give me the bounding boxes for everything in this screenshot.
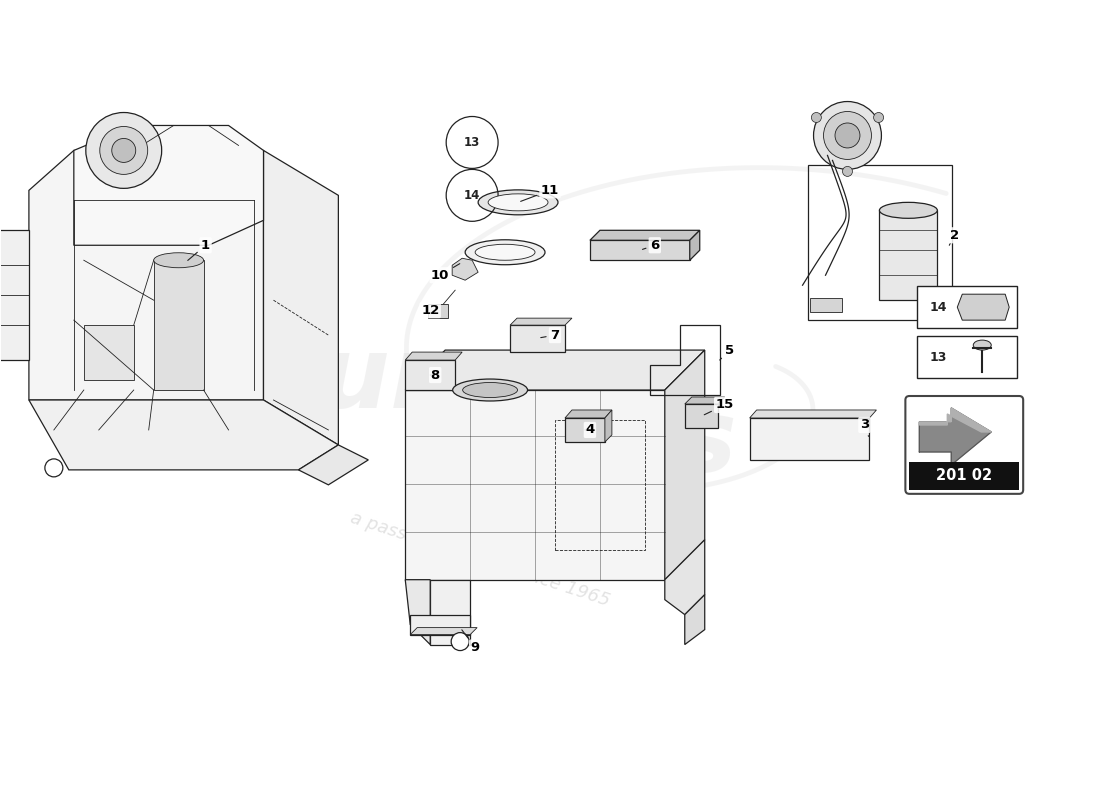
- Polygon shape: [405, 352, 462, 360]
- Polygon shape: [685, 404, 717, 428]
- Text: 12: 12: [421, 304, 439, 317]
- FancyBboxPatch shape: [910, 462, 1020, 490]
- Text: 9: 9: [462, 630, 480, 654]
- Polygon shape: [405, 390, 664, 580]
- Polygon shape: [750, 418, 869, 460]
- Polygon shape: [685, 594, 705, 645]
- Text: euro: euro: [252, 331, 509, 429]
- Circle shape: [112, 138, 135, 162]
- Ellipse shape: [465, 240, 544, 265]
- Polygon shape: [565, 410, 612, 418]
- Polygon shape: [590, 240, 690, 260]
- Text: 8: 8: [430, 369, 440, 382]
- Polygon shape: [154, 260, 204, 390]
- Ellipse shape: [463, 382, 518, 398]
- Polygon shape: [29, 150, 264, 400]
- Text: 11: 11: [520, 184, 559, 202]
- Ellipse shape: [824, 111, 871, 159]
- Ellipse shape: [974, 340, 991, 350]
- Polygon shape: [920, 408, 991, 432]
- Polygon shape: [410, 614, 470, 634]
- Polygon shape: [605, 410, 612, 442]
- Polygon shape: [405, 350, 705, 390]
- Circle shape: [451, 633, 469, 650]
- Circle shape: [45, 459, 63, 477]
- Polygon shape: [405, 580, 430, 645]
- Polygon shape: [428, 304, 448, 318]
- Ellipse shape: [835, 123, 860, 148]
- Polygon shape: [298, 445, 368, 485]
- Circle shape: [812, 113, 822, 122]
- Ellipse shape: [475, 244, 535, 260]
- Ellipse shape: [453, 379, 528, 401]
- Polygon shape: [590, 230, 700, 240]
- Ellipse shape: [488, 194, 548, 211]
- Text: 1: 1: [188, 238, 210, 261]
- Ellipse shape: [814, 102, 881, 170]
- Polygon shape: [957, 294, 1009, 320]
- Polygon shape: [917, 336, 1018, 378]
- Text: 14: 14: [930, 301, 947, 314]
- Ellipse shape: [478, 190, 558, 215]
- Polygon shape: [879, 210, 937, 300]
- Text: 3: 3: [860, 418, 869, 436]
- Text: parts: parts: [442, 397, 738, 494]
- Polygon shape: [690, 230, 700, 260]
- Text: 4: 4: [585, 423, 595, 437]
- FancyBboxPatch shape: [905, 396, 1023, 494]
- Text: 6: 6: [642, 238, 659, 252]
- Polygon shape: [664, 350, 705, 580]
- Polygon shape: [264, 150, 339, 445]
- Text: 5: 5: [719, 343, 735, 360]
- Polygon shape: [84, 325, 134, 380]
- Text: a passion for parts since 1965: a passion for parts since 1965: [348, 509, 613, 610]
- Polygon shape: [510, 325, 565, 352]
- Polygon shape: [510, 318, 572, 325]
- Polygon shape: [430, 580, 470, 645]
- Polygon shape: [664, 540, 705, 614]
- Ellipse shape: [154, 253, 204, 268]
- Circle shape: [873, 113, 883, 122]
- Text: 15: 15: [704, 398, 734, 414]
- Polygon shape: [405, 360, 455, 390]
- Polygon shape: [74, 126, 264, 246]
- Text: 2: 2: [949, 229, 959, 246]
- Text: 7: 7: [541, 329, 560, 342]
- Circle shape: [843, 166, 852, 176]
- Text: 13: 13: [930, 350, 947, 363]
- Polygon shape: [920, 408, 991, 465]
- Polygon shape: [29, 400, 339, 470]
- Polygon shape: [917, 286, 1018, 328]
- Polygon shape: [410, 628, 477, 634]
- Polygon shape: [810, 298, 843, 312]
- Text: 14: 14: [464, 189, 481, 202]
- Polygon shape: [685, 397, 725, 404]
- Ellipse shape: [879, 202, 937, 218]
- Polygon shape: [452, 258, 478, 280]
- Text: 13: 13: [464, 136, 481, 149]
- Text: 10: 10: [431, 264, 460, 282]
- Text: 201 02: 201 02: [936, 468, 992, 483]
- Circle shape: [100, 126, 147, 174]
- Polygon shape: [0, 230, 29, 360]
- Circle shape: [86, 113, 162, 188]
- Polygon shape: [750, 410, 877, 418]
- Polygon shape: [565, 418, 605, 442]
